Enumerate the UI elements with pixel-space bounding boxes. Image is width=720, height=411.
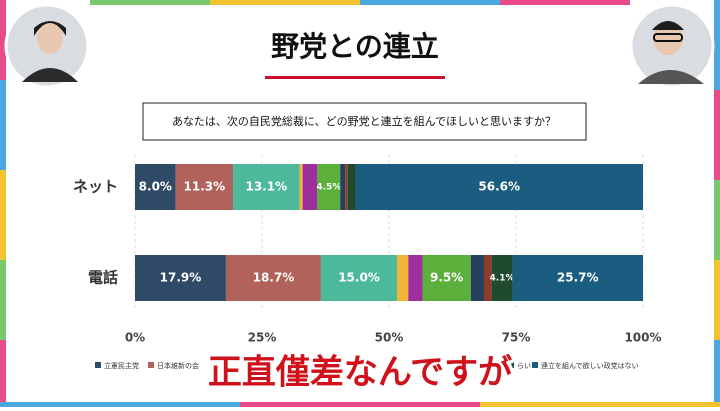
value-label: 18.7% <box>253 271 295 285</box>
x-tick-label: 0% <box>125 331 145 345</box>
bar-segment <box>233 164 300 210</box>
value-label: 4.1% <box>490 274 515 284</box>
value-label: 8.0% <box>139 180 172 194</box>
y-tick-label: ネット <box>73 178 118 196</box>
bar-segment <box>422 255 471 301</box>
legend-label: 日本維新の会 <box>157 361 199 370</box>
bar-segment <box>355 164 643 210</box>
bar-segment <box>470 255 484 301</box>
value-label: 13.1% <box>245 180 287 194</box>
bar-segment <box>345 164 348 210</box>
bar-segment <box>135 255 226 301</box>
bar-segment <box>302 164 318 210</box>
bar-segment <box>408 255 423 301</box>
bar-segment <box>299 164 303 210</box>
bar-segment <box>347 164 356 210</box>
plot: 0% 25% 50% 75% 100% ネット 8.0% 11.3% 13.1% 4.5% 56.6… <box>73 155 662 345</box>
x-tick-label: 75% <box>502 331 531 345</box>
bar-segment <box>397 255 409 301</box>
value-label: 17.9% <box>160 271 202 285</box>
bar-segment <box>340 164 346 210</box>
value-label: 56.6% <box>478 180 520 194</box>
legend-label: 連立を組んで欲しい政党はない <box>541 361 639 370</box>
bar-segment <box>225 255 321 301</box>
bar-segment <box>320 255 398 301</box>
bar-segment <box>491 255 513 301</box>
bar-segment <box>135 164 176 210</box>
value-label: 4.5% <box>316 183 341 193</box>
x-tick-label: 100% <box>624 331 661 345</box>
bar-segment <box>512 255 643 301</box>
x-tick-label: 50% <box>375 331 404 345</box>
value-label: 9.5% <box>430 271 463 285</box>
legend-label: らい <box>517 362 531 370</box>
value-label: 15.0% <box>338 271 380 285</box>
legend: 立憲民主党 日本維新の会 らい 連立を組んで欲しい政党はない <box>95 361 639 370</box>
legend-label: 立憲民主党 <box>104 361 139 370</box>
question-box <box>142 102 587 141</box>
x-tick-label: 25% <box>248 331 277 345</box>
bar-segment <box>175 164 234 210</box>
webcam-left <box>4 3 90 89</box>
legend-swatch <box>508 362 514 368</box>
caption: 正直僅差なんですが <box>208 353 512 393</box>
question: あなたは、次の自民党総裁に、どの野党と連立を組んでほしいと思いますか？ <box>172 114 556 128</box>
legend-swatch <box>148 362 154 368</box>
legend-swatch <box>532 362 538 368</box>
value-label: 11.3% <box>184 180 226 194</box>
chart-title: 野党との連立 <box>271 30 439 63</box>
value-label: 25.7% <box>557 271 599 285</box>
bar-segment <box>483 255 492 301</box>
webcam-right <box>629 3 715 89</box>
bar-segment <box>317 164 341 210</box>
legend-swatch <box>95 362 101 368</box>
title-underline <box>265 76 445 79</box>
y-tick-label: 電話 <box>88 269 118 287</box>
